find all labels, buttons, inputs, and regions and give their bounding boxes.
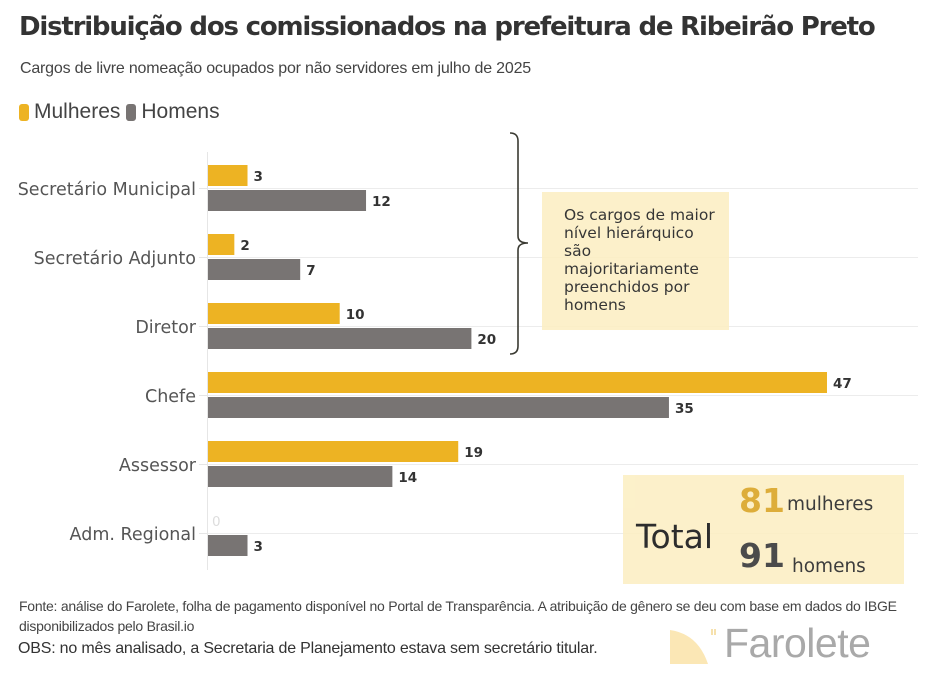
legend-label-homens: Homens	[141, 100, 220, 123]
value-labels: 3 12 2 7 10 20 47 35 19 14 0 3	[212, 169, 852, 555]
bar-homens	[208, 535, 248, 556]
chart-subtitle: Cargos de livre nomeação ocupados por nã…	[20, 60, 531, 77]
bar-homens	[208, 190, 367, 211]
value-label-homens: 20	[477, 332, 496, 348]
category-label: Secretário Adjunto	[34, 249, 196, 269]
value-label-homens: 35	[675, 401, 694, 417]
value-label-homens: 3	[254, 539, 263, 555]
value-label-mulheres: 10	[346, 307, 365, 323]
value-label-mulheres: 3	[254, 169, 263, 185]
total-box: Total 81 mulheres 91 homens	[623, 475, 904, 584]
total-women-count: 81	[739, 481, 785, 520]
total-label: Total	[636, 517, 714, 556]
value-label-homens: 14	[398, 470, 417, 486]
legend-item-homens: Homens	[126, 100, 220, 124]
bar-homens	[208, 397, 669, 418]
value-label-mulheres: 47	[833, 376, 852, 392]
chart-title: Distribuição dos comissionados na prefei…	[19, 12, 876, 42]
value-label-mulheres: 0	[212, 514, 221, 530]
category-label: Chefe	[145, 387, 196, 407]
value-label-mulheres: 19	[464, 445, 483, 461]
legend-item-mulheres: Mulheres	[19, 100, 120, 124]
logo-text: Farolete	[724, 620, 871, 666]
bar-homens	[208, 466, 393, 487]
value-label-homens: 7	[306, 263, 315, 279]
bar-mulheres	[208, 303, 340, 324]
curly-brace-icon	[509, 132, 529, 355]
category-label: Assessor	[119, 456, 197, 476]
bar-homens	[208, 259, 301, 280]
category-label: Adm. Regional	[70, 525, 196, 545]
bar-homens	[208, 328, 472, 349]
bar-mulheres	[208, 441, 459, 462]
legend-swatch-mulheres	[19, 103, 29, 121]
value-label-homens: 12	[372, 194, 391, 210]
lighthouse-beam-icon	[670, 629, 716, 664]
category-label: Diretor	[135, 318, 196, 338]
legend: Mulheres Homens	[19, 100, 220, 124]
legend-swatch-homens	[126, 103, 137, 121]
bar-mulheres	[208, 234, 235, 255]
value-label-mulheres: 2	[240, 238, 249, 254]
total-men-count: 91	[739, 536, 785, 575]
total-men-word: homens	[792, 556, 866, 577]
total-women-word: mulheres	[787, 494, 874, 515]
bar-mulheres	[208, 372, 827, 393]
annotation-note: Os cargos de maior nível hierárquico são…	[542, 192, 729, 330]
bar-mulheres	[208, 165, 248, 186]
bars	[208, 165, 827, 556]
category-labels: Secretário Municipal Secretário Adjunto Di…	[18, 180, 197, 545]
category-label: Secretário Municipal	[18, 180, 196, 200]
farolete-logo: Farolete	[668, 620, 893, 670]
obs-note: OBS: no mês analisado, a Secretaria de P…	[18, 640, 598, 657]
legend-label-mulheres: Mulheres	[34, 100, 121, 123]
source-note: Fonte: análise do Farolete, folha de pag…	[19, 598, 897, 634]
